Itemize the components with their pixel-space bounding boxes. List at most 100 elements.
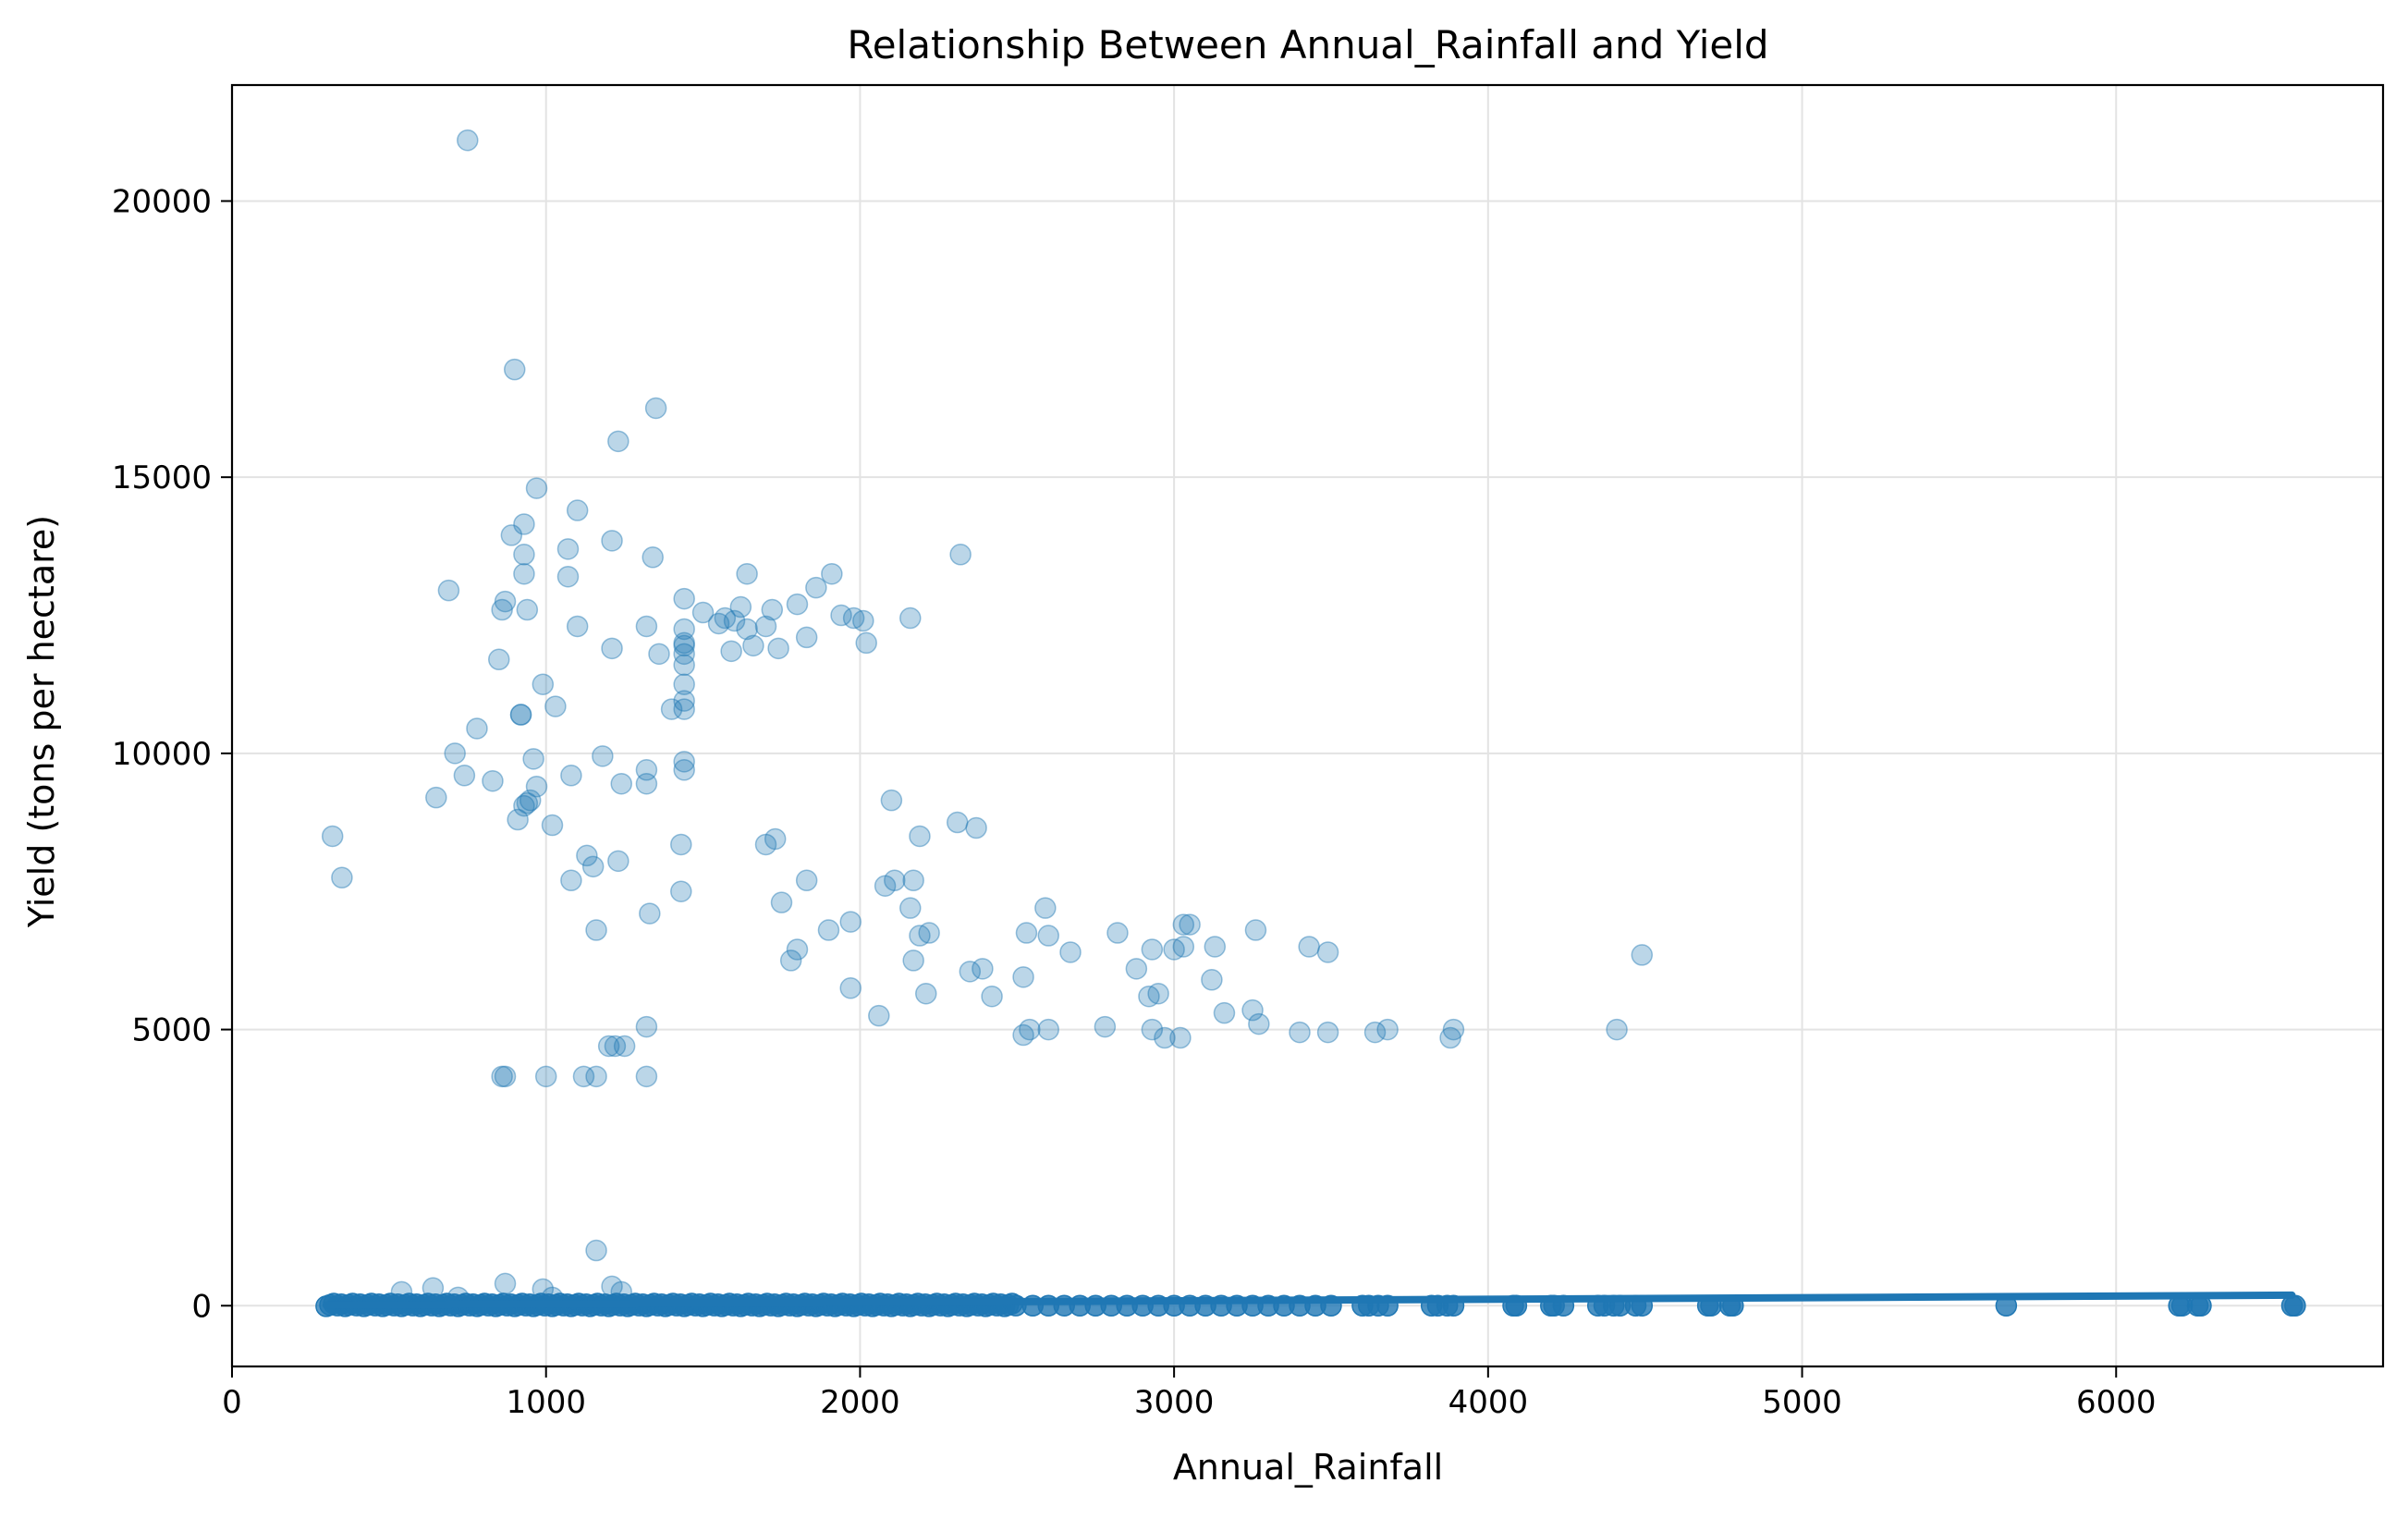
data-point <box>585 1239 607 1262</box>
data-point <box>821 562 843 585</box>
data-point <box>817 919 840 941</box>
data-point <box>532 673 555 695</box>
data-point <box>714 606 737 630</box>
data-point <box>491 598 513 621</box>
data-point <box>670 880 692 902</box>
y-axis-label: Yield (tons per hectare) <box>21 515 62 928</box>
data-point <box>1316 1021 1339 1044</box>
chart-title: Relationship Between Annual_Rainfall and… <box>847 22 1768 67</box>
data-point <box>673 631 695 655</box>
data-point <box>1248 1012 1270 1035</box>
data-point <box>635 772 658 795</box>
data-point <box>516 598 539 621</box>
data-point <box>525 775 548 798</box>
y-tick-label: 10000 <box>112 736 212 773</box>
data-point <box>673 673 695 695</box>
data-point <box>1201 969 1223 991</box>
grid-lines <box>231 85 2383 1366</box>
data-point <box>949 544 972 566</box>
data-point <box>786 938 809 961</box>
data-point <box>691 601 715 624</box>
data-point <box>1037 925 1059 947</box>
x-axis-ticks: 0 1000 2000 3000 4000 5000 6000 <box>222 1366 2157 1421</box>
x-tick-label: 3000 <box>1134 1384 1215 1421</box>
data-point <box>639 902 661 925</box>
data-point <box>899 897 922 919</box>
data-point <box>544 695 567 717</box>
data-point <box>1015 922 1038 944</box>
data-point <box>642 546 664 569</box>
data-point <box>566 615 589 638</box>
data-point <box>842 606 865 630</box>
data-point <box>560 765 582 787</box>
data-point <box>503 358 526 381</box>
data-point <box>516 791 539 815</box>
data-point <box>1376 1018 1399 1041</box>
data-point <box>880 789 903 812</box>
x-tick-label: 6000 <box>2076 1384 2157 1421</box>
data-point <box>482 769 504 792</box>
data-point <box>1034 897 1057 919</box>
y-tick-label: 15000 <box>112 459 212 496</box>
x-tick-label: 0 <box>222 1384 242 1421</box>
data-point <box>673 618 695 641</box>
data-point <box>1204 936 1227 958</box>
data-point <box>494 1065 517 1088</box>
data-point <box>513 544 535 566</box>
data-point <box>1019 1018 1041 1041</box>
data-point <box>566 499 589 521</box>
data-point <box>1172 913 1195 936</box>
data-point <box>673 698 695 720</box>
data-point <box>1244 919 1267 941</box>
data-point <box>601 637 623 660</box>
data-point <box>839 977 862 999</box>
data-point <box>321 825 344 848</box>
data-point <box>707 612 730 635</box>
data-point <box>1439 1026 1461 1049</box>
data-point <box>597 1035 620 1058</box>
data-point <box>830 604 852 627</box>
data-point <box>513 513 535 535</box>
data-point <box>764 827 787 851</box>
data-point <box>1012 966 1034 988</box>
data-point <box>1154 1026 1176 1049</box>
data-point <box>909 825 931 848</box>
data-point <box>736 618 758 641</box>
data-point <box>729 595 752 619</box>
data-point <box>852 609 874 632</box>
data-point <box>1147 982 1169 1005</box>
data-point <box>1141 938 1164 961</box>
data-point <box>331 866 353 889</box>
data-point <box>723 609 746 632</box>
data-point <box>1241 998 1264 1022</box>
data-point <box>972 958 994 980</box>
data-point <box>673 654 695 677</box>
data-point <box>604 1035 627 1058</box>
data-point <box>779 949 802 972</box>
data-point <box>1298 936 1320 958</box>
data-point <box>509 704 532 726</box>
data-point <box>720 640 742 663</box>
data-point <box>673 634 695 657</box>
data-point <box>1012 1023 1034 1047</box>
y-axis-ticks: 0 5000 10000 15000 20000 <box>112 183 232 1325</box>
data-point <box>513 794 535 817</box>
data-point <box>660 698 683 720</box>
data-point <box>607 850 630 873</box>
fit-line-group <box>322 1291 2296 1309</box>
data-point <box>601 530 623 552</box>
x-axis-label: Annual_Rainfall <box>1173 1447 1443 1488</box>
y-tick-label: 20000 <box>112 183 212 220</box>
data-point <box>437 579 460 602</box>
data-point <box>1169 1026 1192 1049</box>
data-point <box>1289 1021 1311 1044</box>
data-point <box>736 562 758 585</box>
data-point <box>513 562 535 585</box>
data-point <box>635 1065 658 1088</box>
x-tick-label: 4000 <box>1448 1384 1529 1421</box>
data-point <box>576 844 598 867</box>
data-point <box>556 565 580 588</box>
data-point <box>754 615 777 638</box>
